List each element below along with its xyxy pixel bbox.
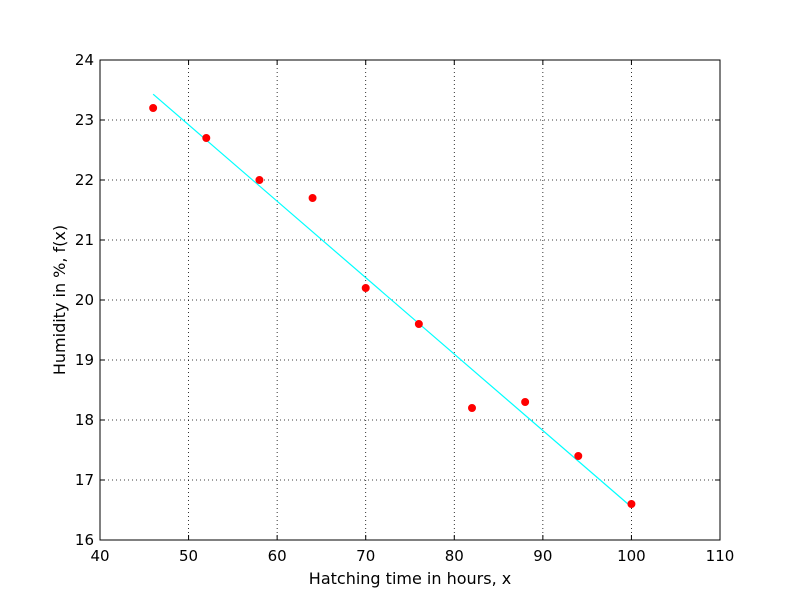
- x-tick-label: 100: [617, 547, 646, 565]
- data-point: [255, 176, 264, 184]
- data-point: [202, 134, 211, 142]
- data-point: [149, 104, 158, 112]
- y-tick-label: 16: [75, 531, 94, 549]
- x-tick-label: 40: [90, 547, 109, 565]
- y-tick-label: 18: [75, 411, 94, 429]
- x-tick-label: 70: [356, 547, 375, 565]
- fit-line: [152, 93, 632, 508]
- y-tick-label: 21: [75, 231, 94, 249]
- y-tick-label: 22: [75, 171, 94, 189]
- data-point: [574, 452, 583, 460]
- series-layer: [149, 93, 636, 508]
- x-tick-label: 110: [706, 547, 735, 565]
- x-tick-label: 50: [179, 547, 198, 565]
- data-point: [627, 500, 636, 508]
- data-point: [468, 404, 476, 412]
- x-tick-label: 80: [445, 547, 464, 565]
- y-tick-label: 17: [75, 471, 94, 489]
- x-tick-label: 90: [533, 547, 552, 565]
- data-point: [361, 284, 370, 292]
- y-tick-label: 19: [75, 351, 94, 369]
- data-point: [308, 194, 317, 202]
- y-tick-label: 23: [75, 111, 94, 129]
- data-point: [414, 320, 423, 328]
- data-point: [521, 398, 530, 406]
- grid-layer: [100, 60, 720, 540]
- y-tick-label: 24: [75, 51, 94, 69]
- x-tick-label: 60: [268, 547, 287, 565]
- y-axis-label: Humidity in %, f(x): [50, 225, 69, 375]
- tick-layer: 40 50 60 70 80 90 100 110 16 17 18 19 20 21 22 23 24: [75, 51, 734, 565]
- x-axis-label: Hatching time in hours, x: [309, 569, 511, 588]
- y-tick-label: 20: [75, 291, 94, 309]
